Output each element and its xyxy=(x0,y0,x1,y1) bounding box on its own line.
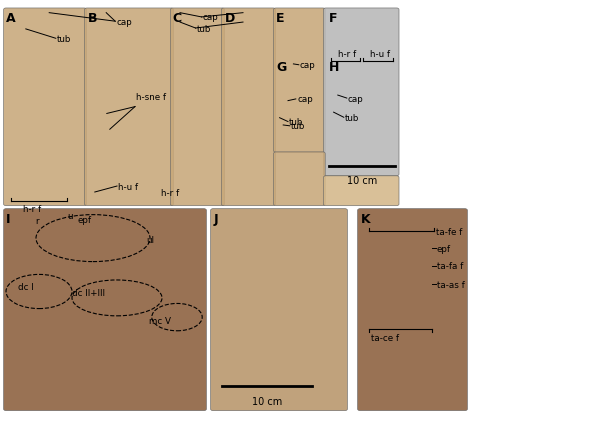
Text: J: J xyxy=(214,213,218,226)
Text: epf: epf xyxy=(437,244,451,253)
Text: mc V: mc V xyxy=(149,316,171,325)
FancyBboxPatch shape xyxy=(4,209,206,411)
Text: G: G xyxy=(276,61,286,74)
FancyBboxPatch shape xyxy=(274,9,325,153)
FancyBboxPatch shape xyxy=(170,9,224,206)
Text: tub: tub xyxy=(345,113,359,123)
Text: tub: tub xyxy=(289,118,304,127)
Text: cap: cap xyxy=(297,95,313,104)
Text: h-r f: h-r f xyxy=(161,188,179,197)
Text: tub: tub xyxy=(291,122,305,131)
Text: ta-fe f: ta-fe f xyxy=(436,227,462,236)
Text: 10 cm: 10 cm xyxy=(252,396,282,406)
Text: h-r f: h-r f xyxy=(338,50,356,59)
Text: A: A xyxy=(6,12,16,25)
Text: dc II+III: dc II+III xyxy=(72,288,105,298)
FancyBboxPatch shape xyxy=(221,9,275,206)
Text: h-u f: h-u f xyxy=(370,50,389,59)
Text: 10 cm: 10 cm xyxy=(347,176,377,185)
Text: ta-ce f: ta-ce f xyxy=(371,333,399,342)
Text: u: u xyxy=(67,212,73,221)
Text: cap: cap xyxy=(203,13,218,23)
FancyBboxPatch shape xyxy=(358,209,467,411)
FancyBboxPatch shape xyxy=(323,176,399,206)
FancyBboxPatch shape xyxy=(85,9,173,206)
Text: K: K xyxy=(361,213,370,226)
Text: epf: epf xyxy=(78,216,92,225)
Text: H: H xyxy=(329,61,339,74)
Text: ta-fa f: ta-fa f xyxy=(437,262,463,271)
Text: C: C xyxy=(173,12,182,25)
Text: cap: cap xyxy=(300,61,316,70)
Text: I: I xyxy=(6,213,11,226)
Text: h-sne f: h-sne f xyxy=(136,93,166,102)
Text: B: B xyxy=(88,12,98,25)
Text: D: D xyxy=(225,12,235,25)
Text: ul: ul xyxy=(146,236,154,245)
FancyBboxPatch shape xyxy=(274,153,325,206)
Text: tub: tub xyxy=(197,24,211,34)
Text: h-u f: h-u f xyxy=(118,182,138,191)
Text: cap: cap xyxy=(116,17,132,27)
Text: E: E xyxy=(276,12,284,25)
FancyBboxPatch shape xyxy=(323,9,399,176)
Text: F: F xyxy=(329,12,337,25)
Text: cap: cap xyxy=(348,94,364,104)
Text: tub: tub xyxy=(57,35,71,44)
FancyBboxPatch shape xyxy=(4,9,86,206)
FancyBboxPatch shape xyxy=(211,209,347,411)
Text: ta-as f: ta-as f xyxy=(437,280,464,289)
Text: dc I: dc I xyxy=(18,282,34,292)
Text: h-r f: h-r f xyxy=(23,204,41,213)
Text: r: r xyxy=(35,216,38,225)
